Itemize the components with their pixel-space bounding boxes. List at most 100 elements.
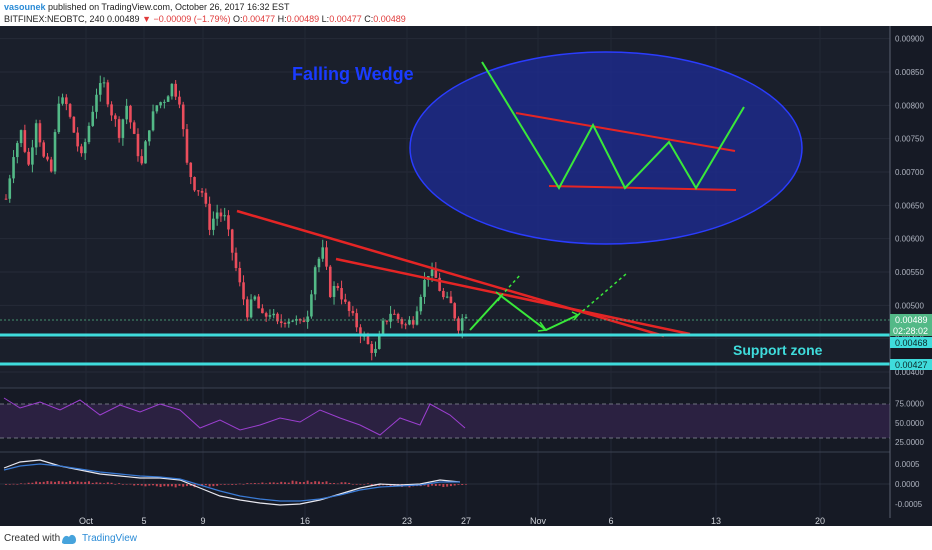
candle-body (313, 267, 317, 295)
candle-body (411, 320, 415, 325)
candle-body (283, 322, 287, 324)
current-price-badge (890, 314, 932, 326)
macd-histogram-bar (163, 484, 166, 487)
macd-histogram-bar (287, 482, 290, 484)
macd-histogram-bar (431, 484, 434, 486)
candle-body (170, 83, 174, 97)
macd-histogram-bar (363, 484, 366, 485)
candle-body (227, 215, 230, 230)
price-tick-label: 0.00650 (895, 201, 924, 210)
macd-histogram-bar (12, 483, 15, 485)
candle-body (351, 310, 355, 314)
candle-body (261, 308, 264, 314)
support-top-badge-text: 0.00468 (895, 338, 928, 348)
candle-body (321, 247, 325, 259)
candle-body (87, 125, 91, 143)
candle-body (53, 132, 57, 172)
current-price-badge-text: 0.00489 (895, 315, 928, 325)
price-change: ▼ −0.00009 (−1.79%) (142, 14, 231, 24)
candle-body (8, 178, 12, 199)
close-value: 0.00489 (373, 14, 406, 24)
macd-histogram-bar (378, 484, 381, 486)
macd-histogram-bar (80, 481, 83, 484)
candle-body (408, 320, 411, 325)
price-chart[interactable]: Falling Wedge Support zone 0.00900 0.0085… (0, 26, 932, 526)
candle-body (404, 324, 407, 326)
price-tick-label: 0.00850 (895, 68, 924, 77)
macd-histogram-bar (261, 482, 264, 484)
wedge-zigzag (481, 61, 745, 191)
chart-area[interactable]: Falling Wedge Support zone 0.00900 0.0085… (0, 26, 932, 526)
candle-body (453, 303, 456, 319)
candle-body (230, 229, 234, 253)
macd-histogram-bar (65, 481, 68, 484)
macd-histogram-bar (359, 484, 362, 485)
candle-body (155, 105, 159, 112)
candle-body (159, 102, 162, 106)
created-with-label: Created with (4, 533, 61, 544)
candle-body (95, 94, 98, 112)
macd-histogram-bar (336, 483, 339, 485)
candle-body (246, 299, 249, 318)
macd-signal-line (3, 463, 460, 502)
projection-dotted-1 (500, 273, 522, 297)
candle-body (460, 318, 464, 331)
support-bottom-badge-text: 0.00427 (895, 360, 928, 370)
macd-histogram-bar (344, 482, 347, 484)
candle-body (102, 82, 106, 84)
candle-body (332, 285, 336, 297)
macd-histogram-bar (219, 484, 222, 485)
author-link[interactable]: vasounek (4, 2, 46, 12)
candle-body (215, 212, 219, 219)
macd-histogram-bar (133, 484, 136, 486)
candle-body (204, 192, 208, 204)
macd-histogram-bar (348, 482, 351, 484)
macd-histogram-bar (389, 484, 392, 487)
candle-body (144, 141, 147, 164)
macd-histogram-bar (35, 481, 38, 484)
macd-histogram-bar (167, 484, 170, 487)
candle-body (385, 320, 389, 322)
candle-body (393, 313, 396, 315)
candle-body (83, 142, 87, 154)
macd-histogram-bar (231, 484, 234, 485)
candle-body (276, 313, 279, 322)
macd-histogram-bar (84, 481, 87, 484)
price-tick-label: 0.00400 (895, 368, 924, 377)
candle-body (325, 247, 328, 267)
candle-body (449, 296, 453, 304)
macd-histogram-bar (204, 484, 207, 486)
macd-histogram-bar (54, 481, 57, 484)
macd-histogram-bar (140, 484, 143, 486)
macd-histogram-bar (148, 484, 151, 486)
timer-badge-text: 02:28:02 (893, 326, 928, 336)
candle-body (27, 151, 30, 165)
rsi-tick-label: 50.0000 (895, 419, 924, 428)
macd-histogram-bar (23, 483, 26, 485)
macd-histogram-bar (178, 484, 181, 486)
candle-body (242, 282, 245, 300)
candle-body (457, 318, 460, 331)
macd-histogram-bar (310, 482, 313, 484)
macd-histogram-bar (99, 482, 102, 484)
candle-body (212, 218, 215, 230)
candle-body (419, 296, 423, 312)
macd-histogram-bar (246, 483, 249, 484)
candle-body (430, 269, 434, 276)
candle-body (132, 122, 136, 134)
candle-body (223, 215, 226, 217)
footer: Created with TradingView (0, 528, 932, 550)
time-tick-label: 23 (402, 516, 412, 526)
macd-histogram-bar (329, 482, 332, 484)
candle-body (31, 147, 34, 165)
tradingview-brand-link[interactable]: TradingView (82, 533, 138, 544)
macd-histogram-bar (5, 484, 7, 485)
candle-body (16, 143, 19, 158)
candle-body (344, 299, 347, 302)
macd-histogram-bar (103, 483, 106, 484)
candle-body (249, 299, 253, 318)
candle-body (377, 334, 381, 349)
candle-body (389, 313, 392, 322)
candle-body (106, 82, 110, 105)
macd-histogram-bar (238, 483, 241, 485)
